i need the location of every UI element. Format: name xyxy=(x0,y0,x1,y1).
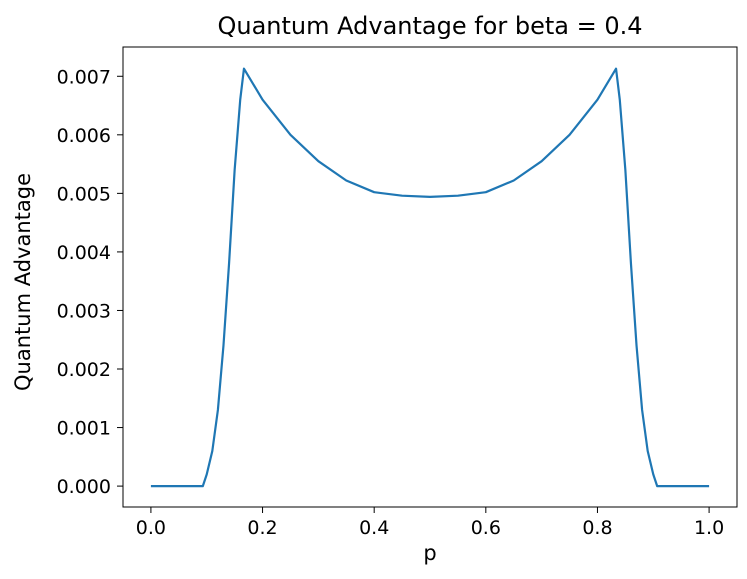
series-line-0 xyxy=(150,67,710,488)
x-tick-label: 1.0 xyxy=(694,517,724,539)
x-axis-label: p xyxy=(423,541,436,565)
y-tick-label: 0.007 xyxy=(57,66,111,88)
y-tick-label: 0.006 xyxy=(57,125,111,147)
chart-title: Quantum Advantage for beta = 0.4 xyxy=(217,12,642,40)
x-tick-label: 0.6 xyxy=(471,517,501,539)
y-tick-label: 0.003 xyxy=(57,300,111,322)
y-axis: 0.000 0.001 0.002 0.003 0.004 0.005 0.006 0.007 xyxy=(57,66,123,498)
y-tick-label: 0.005 xyxy=(57,183,111,205)
y-tick-label: 0.002 xyxy=(57,359,111,381)
x-tick-label: 0.8 xyxy=(582,517,612,539)
x-tick-label: 0.4 xyxy=(359,517,389,539)
y-axis-label: Quantum Advantage xyxy=(11,173,35,391)
plot-area xyxy=(122,46,738,508)
x-tick-label: 0.2 xyxy=(247,517,277,539)
y-tick-label: 0.004 xyxy=(57,242,111,264)
x-tick-label: 0.0 xyxy=(136,517,166,539)
x-axis: 0.0 0.2 0.4 0.6 0.8 1.0 xyxy=(136,507,724,539)
y-tick-label: 0.001 xyxy=(57,418,111,440)
plot-frame xyxy=(122,46,738,508)
y-tick-label: 0.000 xyxy=(57,476,111,498)
